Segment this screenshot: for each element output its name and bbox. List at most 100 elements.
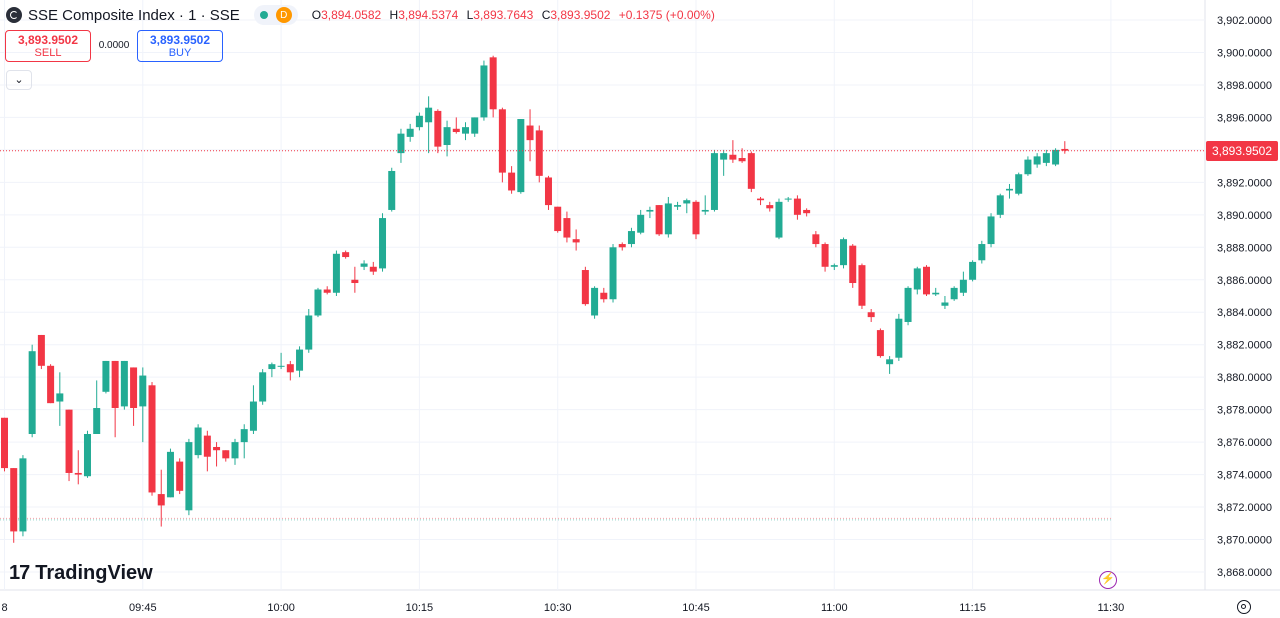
candle-body [120,360,128,407]
sell-price: 3,893.9502 [17,33,79,47]
candle-body [858,265,866,306]
candle-body [452,128,460,133]
candle-body [554,206,562,232]
tradingview-logo[interactable]: 17 TradingView [9,562,153,585]
candle-body [803,209,811,214]
candle-body [397,133,405,154]
candle-body [886,359,894,365]
high-value: 3,894.5374 [398,8,459,22]
low-key: L [466,8,474,22]
candle-body [434,110,442,147]
candle-body [544,177,552,206]
candle-body [332,253,340,293]
candle-body [821,244,829,267]
candle-body [83,434,91,477]
candle-body [388,170,396,210]
candle-body [194,427,202,456]
buy-button[interactable]: 3,893.9502 BUY [137,30,223,62]
candle-body [674,205,682,207]
candle-body [646,209,654,212]
candle-body [342,252,350,258]
candle-body [664,203,672,235]
last-price-label: 3,893.9502 [1206,140,1278,161]
x-tick-label: 8 [1,602,7,614]
price-axis: 3,868.0000 3,870.0000 3,872.0000 3,874.0000… [1217,15,1272,579]
candle-body [102,360,110,392]
candle-body [462,127,469,134]
candle-body [627,231,635,245]
y-tick-label: 3,900.0000 [1217,47,1272,59]
buy-price: 3,893.9502 [149,33,211,47]
candle-body [1005,188,1013,191]
candle-body [932,292,940,295]
candle-body [867,312,875,318]
candle-body [240,429,248,443]
reference-price-line [0,517,1112,521]
candle-body [19,458,27,532]
candle-body [508,172,516,191]
candle-body [720,153,728,160]
candle-body [581,270,589,305]
y-tick-label: 3,874.0000 [1217,470,1272,482]
y-tick-label: 3,888.0000 [1217,242,1272,254]
candle-body [148,385,156,493]
x-tick-label: 11:00 [821,602,848,614]
y-tick-label: 3,870.0000 [1217,535,1272,547]
candle-body [259,372,267,402]
candle-body [904,287,912,322]
candle-body [996,195,1004,215]
candle-body [406,128,414,137]
brand-name: TradingView [35,562,153,584]
candle-body [185,442,193,511]
candle-body [729,154,737,160]
low-value: 3,893.7643 [473,8,534,22]
settings-icon[interactable] [1237,600,1251,614]
candle-body [923,266,930,295]
y-tick-label: 3,896.0000 [1217,112,1272,124]
candle-body [840,239,848,266]
candle-body [213,446,221,451]
y-tick-label: 3,880.0000 [1217,372,1272,384]
candle-body [111,360,119,409]
candle-body [360,263,368,267]
candle-body [563,218,571,238]
chart-grid [0,0,1280,591]
sell-button[interactable]: 3,893.9502 SELL [5,30,91,62]
high-key: H [389,8,399,22]
candle-body [1052,149,1060,165]
candle-body [1061,148,1069,151]
collapse-legend-button[interactable]: ⌄ [6,70,32,90]
candle-body [323,289,331,293]
candle-body [305,315,313,350]
x-tick-label: 11:30 [1098,602,1125,614]
x-tick-label: 10:15 [406,602,434,614]
candle-body [471,117,479,134]
candle-body [369,266,377,272]
symbol-icon[interactable] [6,7,22,23]
candle-body [480,65,488,118]
candle-body [277,365,285,367]
market-status-badge[interactable]: D [253,5,298,25]
candle-body [959,279,967,293]
candle-body [683,200,691,204]
candle-body [65,409,73,473]
time-axis: 8 09:45 10:00 10:15 10:30 10:45 11:00 11:15 11:3… [1,602,1124,614]
candle-body [498,109,506,173]
candle-body [775,201,783,238]
y-tick-label: 3,878.0000 [1217,405,1272,417]
candle-body [692,201,700,235]
y-tick-label: 3,868.0000 [1217,567,1272,579]
symbol-title[interactable]: SSE Composite Index · 1 · SSE [28,6,240,24]
candle-body [766,205,774,209]
candle-body [1042,153,1050,163]
buy-label: BUY [168,47,192,59]
flash-icon[interactable]: ⚡ [1099,571,1117,589]
candle-body [701,209,709,212]
y-tick-label: 3,884.0000 [1217,307,1272,319]
candle-body [572,239,580,243]
candle-body [784,198,792,200]
candle-body [710,153,718,210]
tradingview-logo-icon: 17 [9,562,30,584]
open-value: 3,894.0582 [321,8,382,22]
